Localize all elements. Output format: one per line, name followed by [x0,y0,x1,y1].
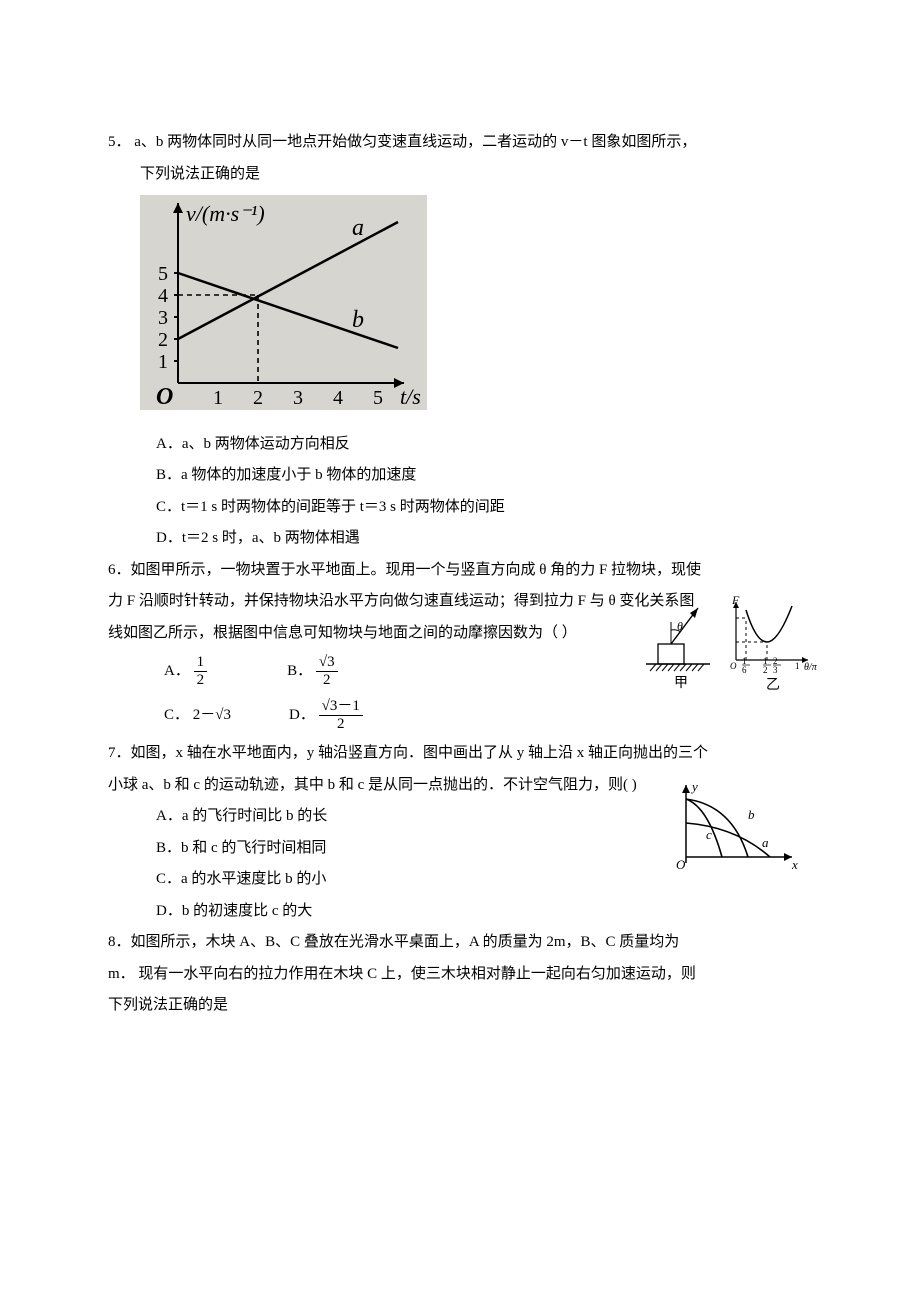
q6-A-prefix: A． [164,663,190,679]
xtick-label-5: 5 [373,387,383,409]
ytick-label-3: 3 [158,307,168,329]
q6-A-frac: 1 2 [194,654,208,690]
q8-stem-l1: 8．如图所示，木块 A、B、C 叠放在光滑水平桌面上，A 的质量为 2m，B、C… [108,930,820,956]
xticks: O 1 6 1 2 2 3 1 [730,656,800,675]
graph-bg [140,195,427,410]
q6-A-num: 1 [194,654,208,672]
q6-figure-right: F O 1 6 1 2 2 [722,596,820,702]
hatch-2 [656,664,662,671]
fig-left-caption: 甲 [674,676,688,690]
q6-D-num: √3－1 [319,698,363,716]
origin-O: O [676,857,686,872]
q7-fig-svg: O x y a b c [664,777,804,873]
x-axis-label: t/s [400,384,421,409]
q6-stem1: 如图甲所示，一物块置于水平地面上。现用一个与竖直方向成 θ 角的力 F 拉物块，… [131,562,702,578]
c-label: c [706,827,712,842]
xt-O: O [730,661,737,671]
q5-option-D: D．t＝2 s 时，a、b 两物体相遇 [108,526,820,552]
fig-right-caption: 乙 [766,677,780,692]
y-arrow [682,785,690,793]
q6-D-frac: √3－1 2 [319,698,363,734]
q6-option-D: D． √3－1 2 [289,698,363,734]
curve [746,606,792,642]
q6-D-prefix: D． [289,707,315,723]
q5-number: 5． [108,134,131,150]
q5-stem-line2: 下列说法正确的是 [108,162,820,188]
q5-stem-text1: a、b 两物体同时从同一地点开始做匀变速直线运动，二者运动的 v－t 图象如图所… [134,134,696,150]
a-label: a [762,835,769,850]
traj-a [686,823,770,857]
series-a-label: a [352,215,364,241]
q5-option-B: B．a 物体的加速度小于 b 物体的加速度 [108,463,820,489]
question-5: 5． a、b 两物体同时从同一地点开始做匀变速直线运动，二者运动的 v－t 图象… [108,130,820,552]
ytick-label-1: 1 [158,351,168,373]
hatch-7 [686,664,692,671]
q8-stem1: 如图所示，木块 A、B、C 叠放在光滑水平桌面上，A 的质量为 2m，B、C 质… [131,934,680,950]
q7-number: 7． [108,745,131,761]
q6-C-prefix: C． [164,707,189,723]
ytick-label-5: 5 [158,263,168,285]
hatch-5 [674,664,680,671]
question-7: 7．如图，x 轴在水平地面内，y 轴沿竖直方向．图中画出了从 y 轴上沿 x 轴… [108,741,820,924]
q6-figure-left: θ 甲 [644,604,718,700]
q6-B-den: 2 [316,672,338,689]
q6-option-B: B． √3 2 [287,654,338,690]
q7-stem-l1: 7．如图，x 轴在水平地面内，y 轴沿竖直方向．图中画出了从 y 轴上沿 x 轴… [108,741,820,767]
q6-option-C: C． 2－√3 [164,703,231,729]
y-axis-label: v/(m·s⁻¹) [186,201,265,226]
xt-1: 1 [795,661,800,671]
question-8: 8．如图所示，木块 A、B、C 叠放在光滑水平桌面上，A 的质量为 2m，B、C… [108,930,820,1019]
xlabel: θ/π [804,662,818,673]
ground-hatch [650,664,704,671]
y-label: y [690,779,698,794]
q6-option-A: A． 1 2 [164,654,207,690]
q8-number: 8． [108,934,131,950]
xtick-label-3: 3 [293,387,303,409]
q5-vt-graph: 1 2 3 4 5 1 2 3 4 5 [140,195,820,420]
xtick-label-1: 1 [213,387,223,409]
hatch-1 [650,664,656,671]
q8-stem-l3: 下列说法正确的是 [108,993,820,1019]
series-b-label: b [352,307,364,333]
q6-stem-l1: 6．如图甲所示，一物块置于水平地面上。现用一个与竖直方向成 θ 角的力 F 拉物… [108,558,820,584]
b-label: b [748,807,755,822]
xt-1-6d: 6 [742,665,747,675]
q6-options-row2: C． 2－√3 D． √3－1 2 [108,698,820,734]
theta-label: θ [677,619,683,633]
ytick-label-2: 2 [158,329,168,351]
hatch-4 [668,664,674,671]
q7-stem1: 如图，x 轴在水平地面内，y 轴沿竖直方向．图中画出了从 y 轴上沿 x 轴正向… [131,745,709,761]
xt-1-2d: 2 [763,665,768,675]
xtick-label-2: 2 [253,387,263,409]
q6-number: 6． [108,562,131,578]
xt-2-3d: 3 [773,665,778,675]
hatch-9 [698,664,704,671]
hatch-6 [680,664,686,671]
question-6: 6．如图甲所示，一物块置于水平地面上。现用一个与竖直方向成 θ 角的力 F 拉物… [108,558,820,734]
q6-fig-left-svg: θ 甲 [644,604,718,690]
q8-stem-l2: m． 现有一水平向右的拉力作用在木块 C 上，使三木块相对静止一起向右匀加速运动… [108,962,820,988]
q5-option-A: A．a、b 两物体运动方向相反 [108,432,820,458]
q5-option-C: C．t＝1 s 时两物体的间距等于 t＝3 s 时两物体的间距 [108,495,820,521]
q7-figure: O x y a b c [664,777,804,883]
ytick-label-4: 4 [158,285,168,307]
origin-label: O [156,384,173,410]
block-rect [658,644,684,664]
hatch-8 [692,664,698,671]
hatch-3 [662,664,668,671]
q6-D-den: 2 [319,716,363,733]
q5-stem-line1: 5． a、b 两物体同时从同一地点开始做匀变速直线运动，二者运动的 v－t 图象… [108,130,820,156]
xtick-label-4: 4 [333,387,343,409]
vt-graph-svg: 1 2 3 4 5 1 2 3 4 5 [140,195,427,410]
q6-B-frac: √3 2 [316,654,338,690]
q6-A-den: 2 [194,672,208,689]
q6-B-num: √3 [316,654,338,672]
q6-fig-right-svg: F O 1 6 1 2 2 [722,596,820,692]
q7-option-D: D．b 的初速度比 c 的大 [108,899,820,925]
x-label: x [791,857,798,872]
F-label: F [731,596,740,607]
q6-C-text: 2－√3 [193,707,231,723]
x-arrow [784,853,792,861]
q6-B-prefix: B． [287,663,312,679]
